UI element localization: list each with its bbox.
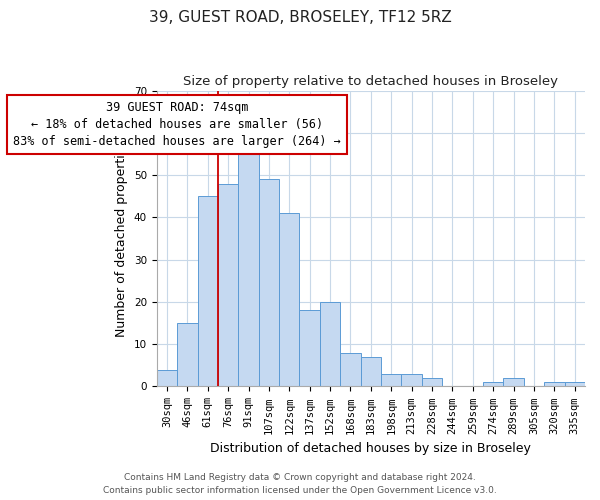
Bar — [259, 180, 279, 386]
Bar — [157, 370, 177, 386]
Bar — [483, 382, 503, 386]
Text: 39 GUEST ROAD: 74sqm
← 18% of detached houses are smaller (56)
83% of semi-detac: 39 GUEST ROAD: 74sqm ← 18% of detached h… — [13, 101, 341, 148]
Bar — [503, 378, 524, 386]
Bar — [544, 382, 565, 386]
Bar — [565, 382, 585, 386]
Y-axis label: Number of detached properties: Number of detached properties — [115, 140, 128, 337]
Bar — [177, 323, 197, 386]
Bar — [197, 196, 218, 386]
X-axis label: Distribution of detached houses by size in Broseley: Distribution of detached houses by size … — [211, 442, 532, 455]
Bar — [218, 184, 238, 386]
Bar — [238, 142, 259, 386]
Text: 39, GUEST ROAD, BROSELEY, TF12 5RZ: 39, GUEST ROAD, BROSELEY, TF12 5RZ — [149, 10, 451, 25]
Bar — [401, 374, 422, 386]
Bar — [279, 213, 299, 386]
Bar — [361, 357, 381, 386]
Bar — [299, 310, 320, 386]
Bar — [422, 378, 442, 386]
Bar — [340, 352, 361, 386]
Title: Size of property relative to detached houses in Broseley: Size of property relative to detached ho… — [184, 75, 559, 88]
Text: Contains HM Land Registry data © Crown copyright and database right 2024.
Contai: Contains HM Land Registry data © Crown c… — [103, 474, 497, 495]
Bar — [381, 374, 401, 386]
Bar — [320, 302, 340, 386]
